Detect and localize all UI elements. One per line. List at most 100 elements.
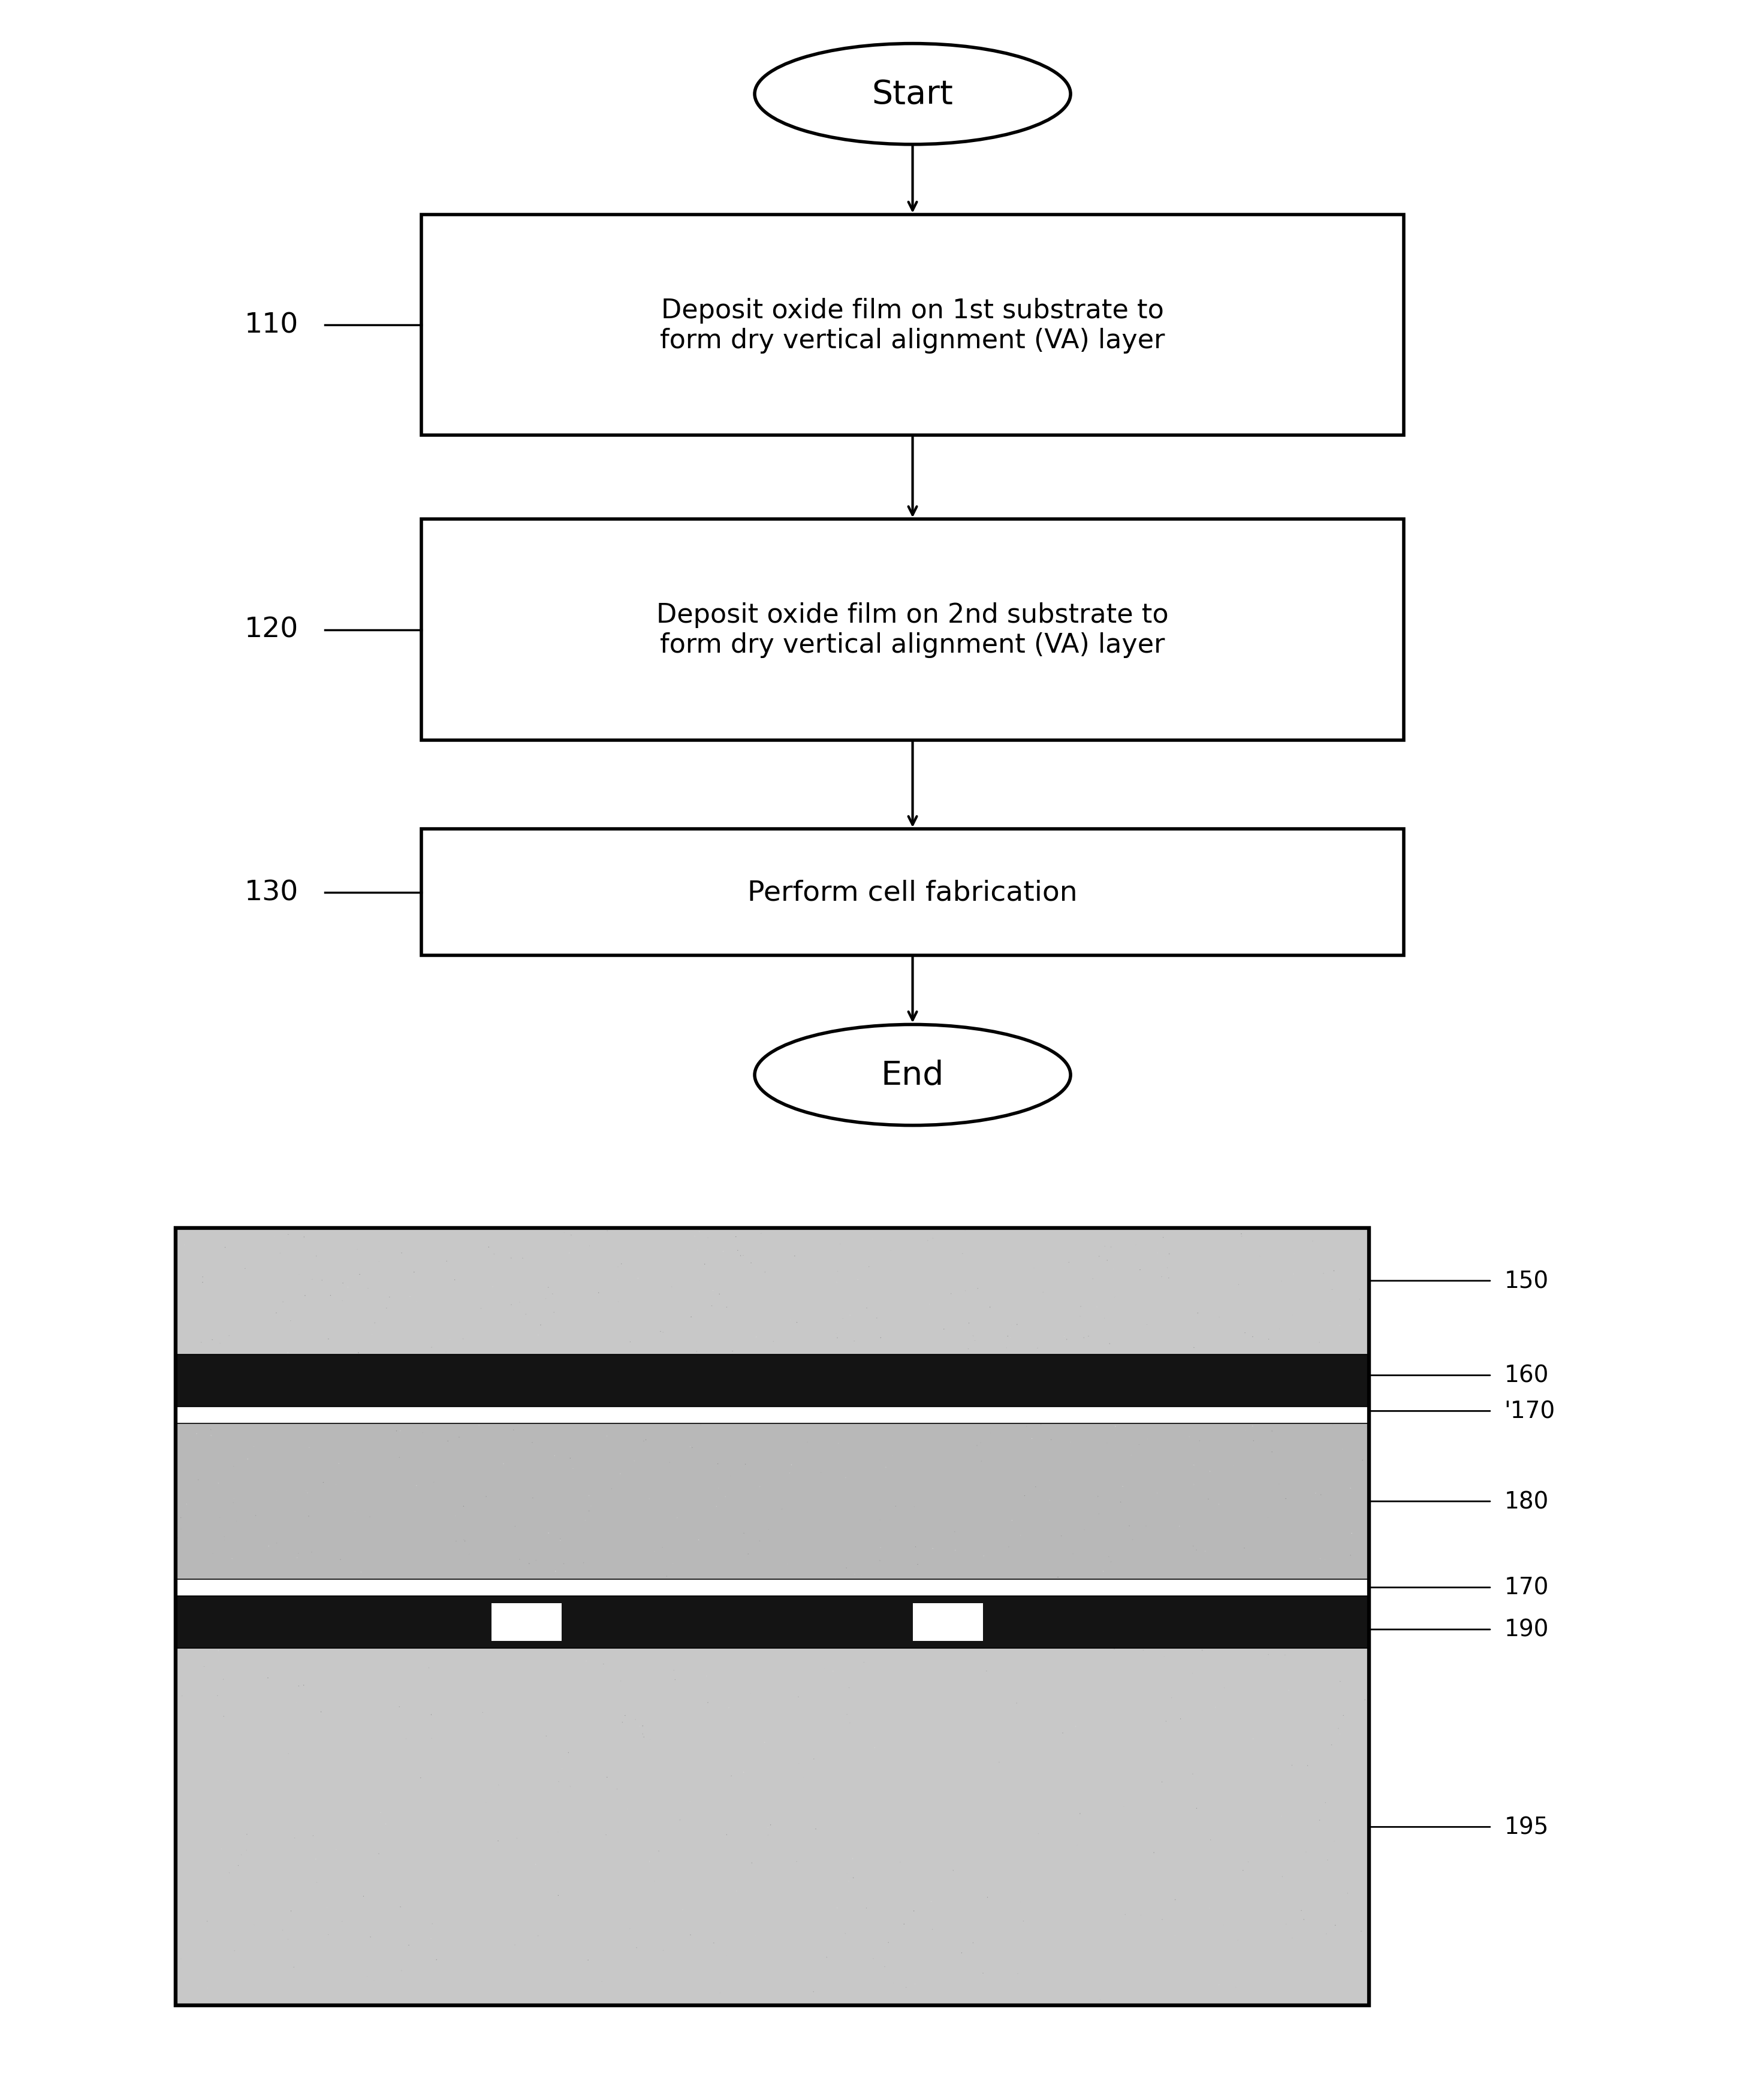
Point <box>423 1942 451 1976</box>
Point <box>1239 1409 1267 1443</box>
Point <box>419 1466 448 1499</box>
Point <box>641 1865 669 1898</box>
Point <box>1004 1308 1032 1342</box>
Point <box>656 1445 684 1478</box>
Point <box>1100 1632 1128 1665</box>
Point <box>193 1972 221 2005</box>
Point <box>677 1300 706 1333</box>
Point <box>702 1489 730 1522</box>
Point <box>802 1812 830 1846</box>
Point <box>211 1522 239 1556</box>
Point <box>386 1441 414 1474</box>
Point <box>307 1264 335 1298</box>
Point <box>548 1751 576 1785</box>
Point <box>219 1483 247 1516</box>
Point <box>525 1919 553 1953</box>
Point <box>995 1531 1023 1564</box>
Point <box>879 1966 907 1999</box>
Point <box>302 1239 330 1273</box>
Point <box>353 1959 381 1993</box>
Point <box>407 1768 435 1802</box>
Point <box>751 1726 779 1760</box>
Point <box>218 1541 246 1575</box>
Point <box>1228 1220 1257 1254</box>
Point <box>669 1892 697 1926</box>
Point <box>163 1520 191 1554</box>
Point <box>397 1279 425 1312</box>
Point <box>976 1292 1004 1325</box>
Point <box>304 1865 332 1898</box>
Point <box>283 1686 311 1720</box>
Point <box>635 1722 663 1756</box>
Point <box>362 1306 390 1340</box>
Point <box>546 1522 574 1556</box>
Point <box>197 1420 225 1453</box>
Point <box>1118 1522 1146 1556</box>
Point <box>1197 1823 1225 1856</box>
Point <box>1118 1438 1146 1472</box>
Point <box>823 1321 851 1354</box>
Point <box>721 1220 749 1254</box>
Point <box>832 1462 860 1495</box>
Point <box>211 1520 239 1554</box>
Point <box>684 1264 713 1298</box>
Point <box>1143 1237 1171 1270</box>
Point <box>555 1737 583 1770</box>
Point <box>723 1235 751 1268</box>
Point <box>1037 1424 1065 1457</box>
Point <box>1111 1898 1139 1932</box>
Point <box>1090 1302 1118 1336</box>
Point <box>1225 1289 1253 1323</box>
Point <box>521 1544 549 1577</box>
Point <box>1246 1239 1274 1273</box>
Point <box>433 1424 462 1457</box>
Point <box>472 1480 500 1514</box>
Point <box>1206 1968 1234 2001</box>
Point <box>1027 1407 1055 1441</box>
Point <box>713 1938 741 1972</box>
Point <box>446 1420 474 1453</box>
Bar <box>176 1596 1369 1648</box>
Point <box>418 1922 446 1955</box>
Point <box>505 1544 534 1577</box>
Point <box>237 1323 265 1357</box>
Point <box>277 1304 305 1338</box>
Point <box>677 1430 706 1464</box>
Point <box>730 1516 758 1550</box>
Point <box>184 1464 212 1497</box>
Point <box>1035 1483 1064 1516</box>
Point <box>576 1478 604 1512</box>
Point <box>604 1772 632 1806</box>
Point <box>505 1285 534 1319</box>
Point <box>841 1325 869 1359</box>
Point <box>1064 1829 1092 1863</box>
Point <box>172 1487 200 1520</box>
Point <box>449 1489 477 1522</box>
Point <box>1183 1296 1211 1329</box>
Point <box>1311 1544 1339 1577</box>
Point <box>281 1821 309 1854</box>
Point <box>653 1560 681 1594</box>
Point <box>433 1245 462 1279</box>
Point <box>706 1277 734 1310</box>
Point <box>1327 1665 1355 1699</box>
Point <box>1148 1766 1176 1800</box>
Point <box>841 1558 869 1592</box>
Point <box>209 1663 237 1697</box>
Point <box>597 1472 625 1506</box>
Point <box>1107 1485 1135 1518</box>
Point <box>204 1466 232 1499</box>
Point <box>209 1699 237 1732</box>
Point <box>635 1844 663 1877</box>
Point <box>793 1426 821 1460</box>
Point <box>742 1321 770 1354</box>
Point <box>541 1438 569 1472</box>
Point <box>418 1907 446 1940</box>
Point <box>849 1646 878 1680</box>
Point <box>604 1285 632 1319</box>
Point <box>867 1321 895 1354</box>
Point <box>1139 1835 1167 1869</box>
Point <box>683 1233 711 1266</box>
Point <box>1292 1835 1320 1869</box>
Point <box>467 1292 495 1325</box>
